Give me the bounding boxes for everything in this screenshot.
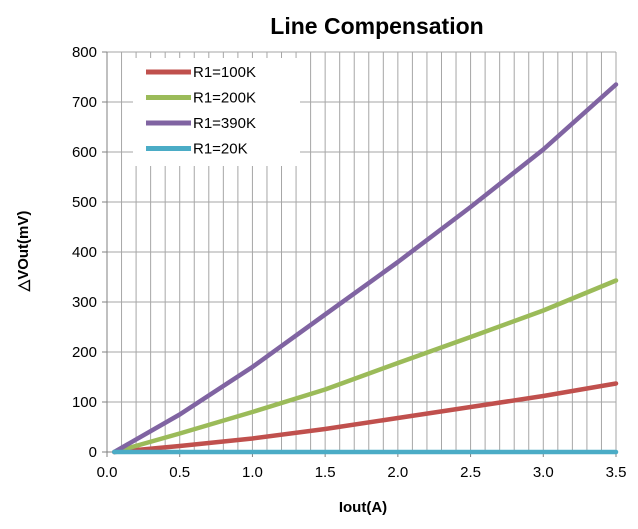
x-tick-label: 0.5 — [169, 464, 190, 481]
series-line-r1-390k — [112, 82, 619, 455]
y-tick-label: 600 — [72, 144, 97, 161]
y-tick-label: 700 — [72, 94, 97, 111]
x-tick-label: 1.0 — [242, 464, 263, 481]
x-tick-label: 0.0 — [97, 464, 118, 481]
legend-label: R1=390K — [193, 115, 256, 132]
x-tick-label: 3.5 — [606, 464, 627, 481]
series-line-r1-200k — [112, 278, 619, 455]
series-line-r1-100k — [112, 381, 619, 455]
legend-label: R1=100K — [193, 64, 256, 81]
y-tick-label: 300 — [72, 294, 97, 311]
x-axis-label: Iout(A) — [339, 499, 387, 516]
legend-label: R1=20K — [193, 141, 248, 158]
y-tick-label: 800 — [72, 44, 97, 61]
y-tick-label: 0 — [89, 444, 97, 461]
y-axis-label: △VOut(mV) — [15, 211, 32, 293]
x-tick-label: 3.0 — [533, 464, 554, 481]
y-tick-label: 200 — [72, 344, 97, 361]
x-tick-label: 2.0 — [387, 464, 408, 481]
series-lines — [112, 82, 619, 455]
legend: R1=100K R1=200K R1=390K R1=20K — [133, 58, 300, 166]
legend-label: R1=200K — [193, 90, 256, 107]
y-tick-label: 500 — [72, 194, 97, 211]
x-tick-label: 2.5 — [460, 464, 481, 481]
x-tick-label: 1.5 — [315, 464, 336, 481]
y-tick-label: 100 — [72, 394, 97, 411]
chart-title: Line Compensation — [270, 13, 483, 39]
y-tick-label: 400 — [72, 244, 97, 261]
